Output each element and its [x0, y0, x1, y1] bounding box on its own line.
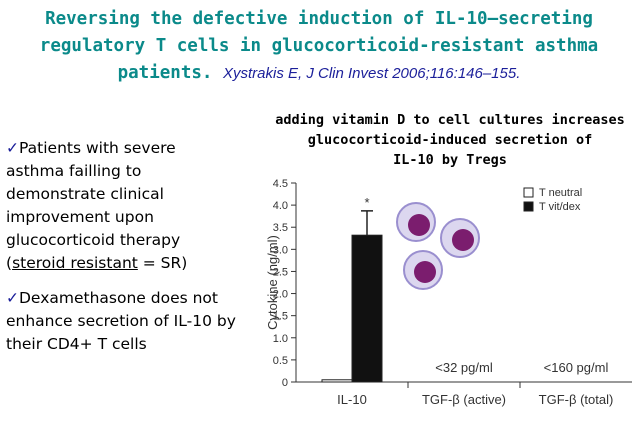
bullet-list: ✓Patients with severe asthma failling to… [6, 137, 236, 368]
y-axis-label: Cytokine (ng/ml) [265, 235, 280, 330]
citation: Xystrakis E, J Clin Invest 2006;116:146–… [222, 65, 521, 82]
y-tick-label: 4.5 [273, 178, 288, 190]
steroid-resistant-term: steroid resistant [12, 254, 138, 272]
bullet-text-post: = SR) [137, 254, 188, 272]
y-tick-label: 3.5 [273, 222, 288, 234]
vitamin-d-note: adding vitamin D to cell cultures increa… [262, 110, 638, 170]
cell-icon [440, 218, 480, 258]
cell-icon [403, 250, 443, 290]
y-tick-label: 0 [282, 377, 288, 389]
x-tick-label: TGF-β (total) [539, 392, 614, 407]
note-line-1: adding vitamin D to cell cultures increa… [275, 112, 625, 128]
note-line-2: glucocorticoid-induced secretion of [307, 132, 593, 148]
note-line-3: IL-10 by Tregs [393, 152, 507, 168]
y-tick-label: 1.0 [273, 333, 288, 345]
slide-title: Reversing the defective induction of IL-… [0, 6, 638, 87]
legend-label: T vit/dex [539, 201, 581, 213]
legend-swatch [523, 201, 534, 212]
x-tick-label: IL-10 [337, 392, 367, 407]
legend-label: T neutral [539, 187, 582, 199]
bar-t-neutral [321, 379, 353, 383]
title-line-1: Reversing the defective induction of IL-… [45, 9, 593, 29]
bar-t-vit-dex [351, 234, 383, 383]
x-tick-label: TGF-β (active) [422, 392, 506, 407]
y-tick-label: 3.0 [273, 244, 288, 256]
significance-mark: * [364, 195, 369, 210]
y-tick-label: 2.0 [273, 289, 288, 301]
bullet-text: Dexamethasone does not enhance secretion… [6, 289, 236, 353]
y-tick-label: 0.5 [273, 355, 288, 367]
title-line-2: regulatory T cells in glucocorticoid-res… [39, 36, 599, 56]
cell-illustrations [396, 202, 480, 290]
checkmark-icon: ✓ [6, 139, 19, 157]
checkmark-icon: ✓ [6, 289, 19, 307]
legend-swatch [523, 187, 534, 198]
title-line-3: patients. [117, 63, 213, 83]
tgf-total-annotation: <160 pg/ml [544, 360, 609, 375]
bullet-text-pre: Patients with severe asthma failling to … [6, 139, 181, 272]
y-tick-label: 1.5 [273, 311, 288, 323]
bullet-item: ✓Patients with severe asthma failling to… [6, 137, 236, 275]
y-tick-label: 4.0 [273, 200, 288, 212]
cell-icon [396, 202, 436, 242]
y-tick-label: 2.5 [273, 266, 288, 278]
bullet-item: ✓Dexamethasone does not enhance secretio… [6, 287, 236, 356]
tgf-active-annotation: <32 pg/ml [435, 360, 493, 375]
